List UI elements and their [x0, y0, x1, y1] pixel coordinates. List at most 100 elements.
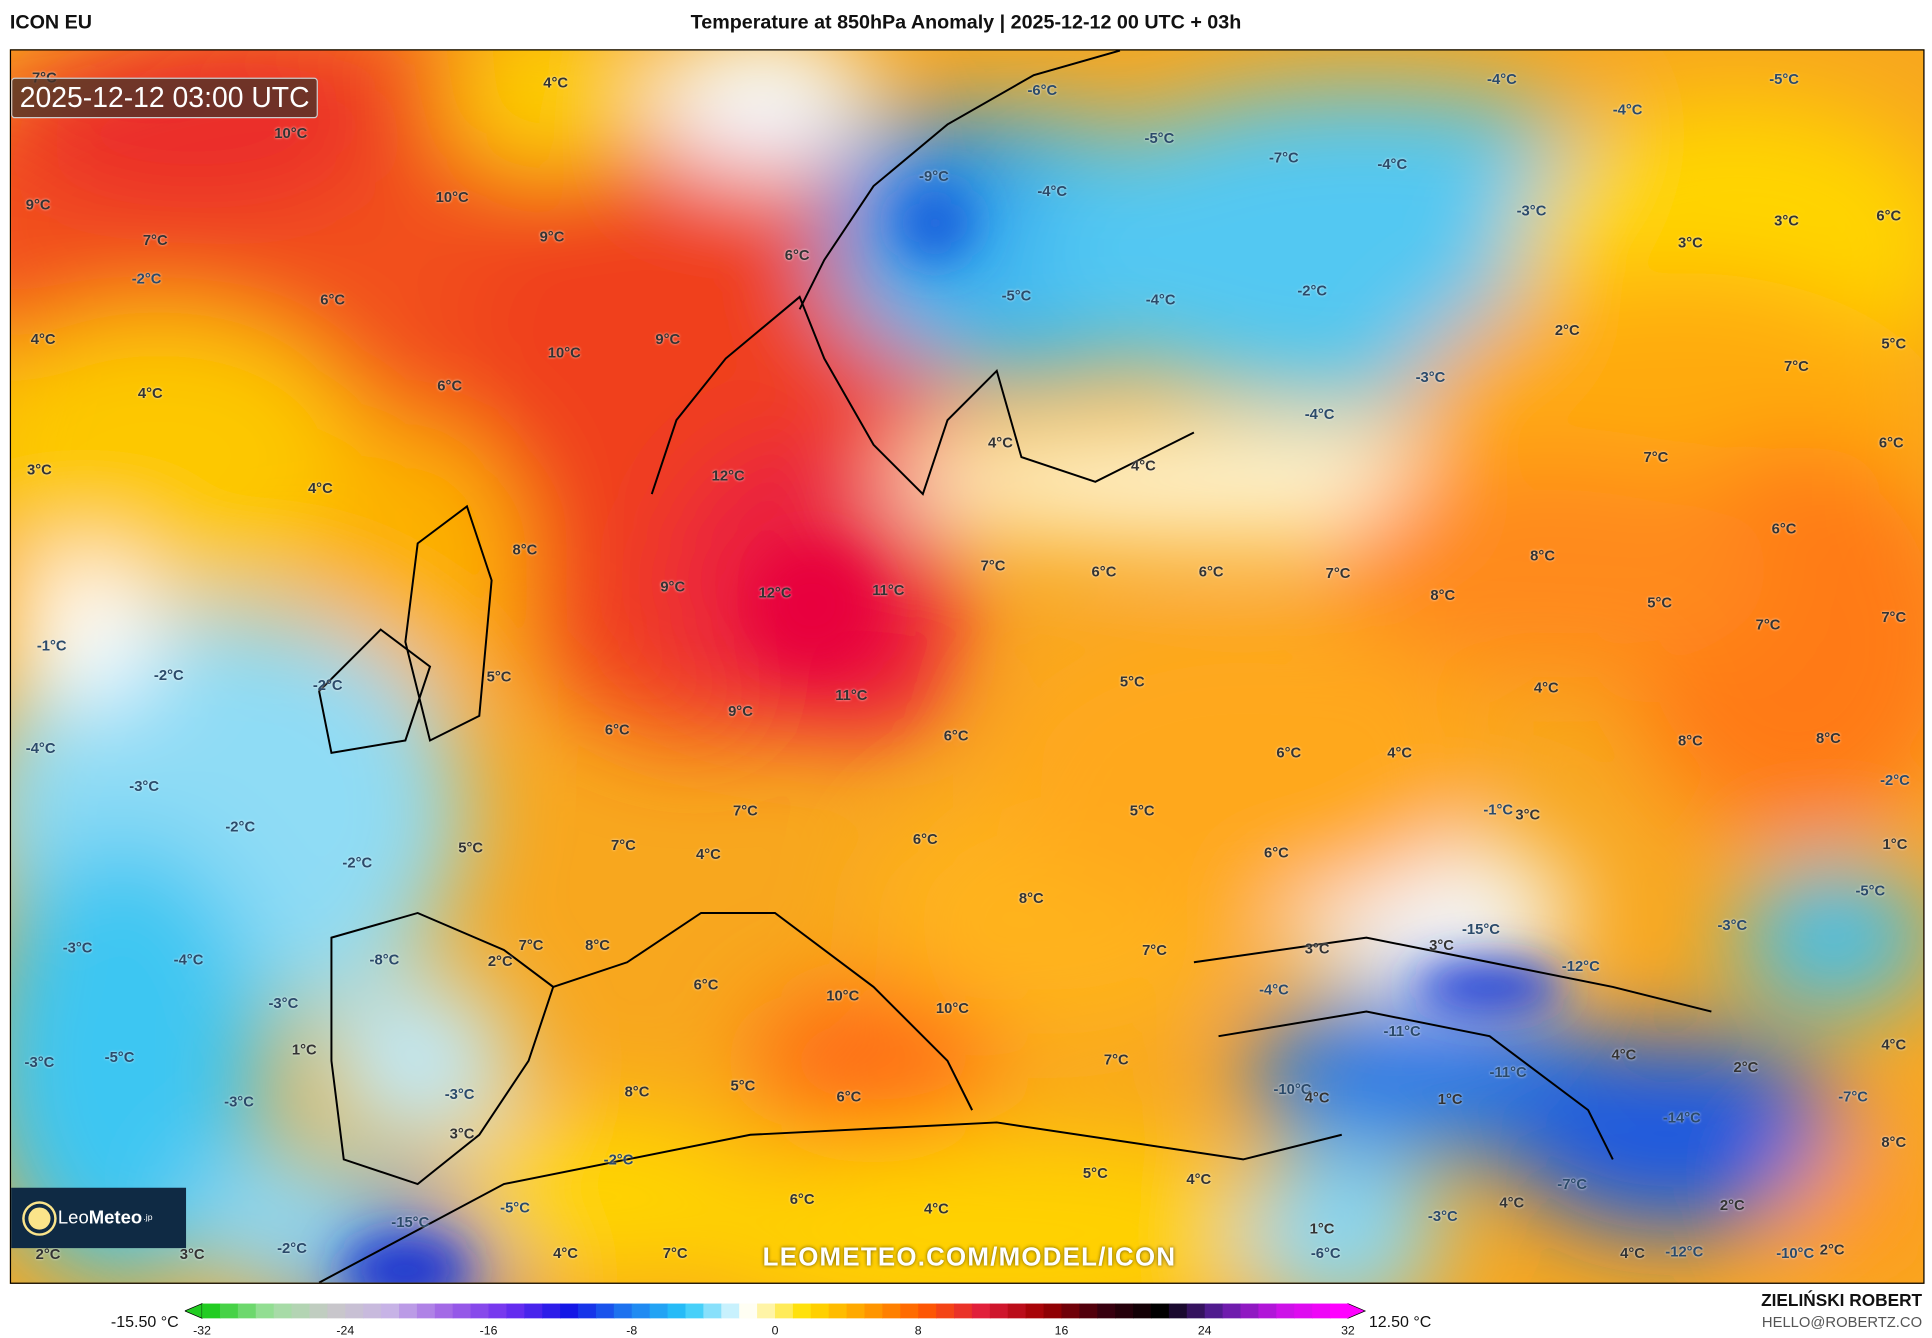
- temperature-label: -3°C: [1415, 368, 1446, 386]
- watermark: LEOMETEO.COM/MODEL/ICON: [762, 1243, 1177, 1272]
- colorbar-segment: [560, 1303, 579, 1319]
- temperature-label: 7°C: [1881, 608, 1907, 626]
- temperature-label: 3°C: [1678, 234, 1703, 252]
- temperature-label: -2°C: [312, 676, 343, 694]
- temperature-label: -2°C: [277, 1239, 307, 1257]
- colorbar-segment: [1097, 1303, 1116, 1319]
- colorbar-segment: [309, 1303, 329, 1319]
- colorbar-segment: [1079, 1303, 1098, 1319]
- temperature-label: 12°C: [711, 466, 745, 485]
- temperature-label: 6°C: [912, 830, 938, 848]
- colorbar-segment: [219, 1303, 239, 1319]
- temperature-label: 4°C: [1611, 1046, 1637, 1064]
- colorbar-segment: [685, 1303, 704, 1319]
- temperature-label: 1°C: [291, 1041, 317, 1059]
- colorbar-segment: [882, 1303, 901, 1319]
- colorbar-segment: [703, 1303, 722, 1319]
- anomaly-core: [1415, 962, 1564, 1012]
- anomaly-region: [442, 50, 665, 174]
- anomaly-core: [898, 186, 973, 260]
- temperature-label: -15°C: [391, 1213, 430, 1231]
- colorbar-segment: [1240, 1303, 1260, 1319]
- colorbar-segment: [1222, 1303, 1242, 1319]
- temperature-label: 4°C: [1499, 1193, 1525, 1212]
- temperature-label: 7°C: [1755, 616, 1781, 634]
- temperature-label: 6°C: [437, 377, 463, 395]
- colorbar-segment: [452, 1303, 472, 1319]
- colorbar-min-extend: [184, 1303, 203, 1319]
- colorbar-segment: [900, 1303, 919, 1319]
- temperature-label: -2°C: [153, 666, 184, 684]
- temperature-label: 8°C: [512, 540, 538, 559]
- temperature-label: -10°C: [1273, 1080, 1312, 1098]
- temperature-label: -1°C: [1483, 800, 1514, 819]
- temperature-label: 3°C: [1429, 936, 1454, 954]
- temperature-label: -5°C: [104, 1048, 135, 1066]
- colorbar-segment: [971, 1303, 991, 1319]
- temperature-label: -4°C: [1037, 182, 1068, 200]
- anomaly-region: [183, 1147, 381, 1283]
- coastline: [1193, 936, 1712, 1013]
- anomaly-region: [11, 309, 369, 605]
- model-name: ICON EU: [9, 12, 93, 34]
- colorbar-segment: [345, 1303, 364, 1319]
- temperature-label: 6°C: [1276, 744, 1302, 762]
- temperature-label: 6°C: [789, 1190, 815, 1208]
- colorbar-segment: [1276, 1303, 1295, 1319]
- colorbar-tick-label: -16: [479, 1324, 498, 1338]
- colorbar-tick-label: -24: [336, 1324, 355, 1338]
- temperature-label: 10°C: [826, 986, 860, 1005]
- temperature-label: 7°C: [1643, 448, 1669, 466]
- temperature-label: 6°C: [1264, 843, 1289, 862]
- logo-text-b: Meteo: [88, 1207, 143, 1229]
- anomaly-core: [343, 1239, 467, 1283]
- colorbar-segment: [792, 1303, 812, 1319]
- author-email[interactable]: HELLO@ROBERTZ.CO: [1761, 1313, 1923, 1331]
- colorbar-segment: [1043, 1303, 1063, 1319]
- colorbar-tick-label: 8: [914, 1324, 922, 1338]
- colorbar-segment: [1186, 1303, 1206, 1319]
- leometeo-logo[interactable]: Leo Meteo .jp: [11, 1187, 187, 1249]
- temperature-label: -4°C: [1145, 290, 1176, 309]
- colorbar-tick-label: 16: [1054, 1324, 1069, 1338]
- temperature-label: -7°C: [1268, 149, 1299, 167]
- anomaly-region: [651, 50, 874, 174]
- temperature-label: -3°C: [268, 994, 299, 1012]
- author-credit: ZIELIŃSKI ROBERT HELLO@ROBERTZ.CO: [1761, 1290, 1922, 1331]
- temperature-label: 9°C: [660, 577, 686, 596]
- colorbar-tick-label: 0: [771, 1324, 779, 1338]
- temperature-label: 4°C: [1186, 1170, 1212, 1188]
- colorbar-segment: [1258, 1303, 1277, 1319]
- temperature-label: 1°C: [1437, 1090, 1463, 1108]
- temperature-anomaly-map[interactable]: 4°C -6°C -5°C -7°C -4°C -4°C -5°C -4°C 7°C 10°C 9°…: [9, 49, 1925, 1284]
- colorbar-segment: [810, 1303, 830, 1319]
- temperature-label: 4°C: [137, 384, 163, 402]
- anomaly-region: [1243, 1147, 1441, 1283]
- colorbar-segment: [1330, 1303, 1349, 1319]
- temperature-label: 3°C: [27, 460, 52, 479]
- temperature-label: 7°C: [1142, 941, 1167, 959]
- colorbar-segment: [1312, 1303, 1331, 1319]
- temperature-label: 5°C: [730, 1076, 756, 1095]
- temperature-label: 8°C: [585, 936, 610, 954]
- temperature-label: 4°C: [553, 1244, 578, 1262]
- temperature-label: -5°C: [1144, 129, 1175, 147]
- temperature-label: -6°C: [1027, 81, 1058, 99]
- temperature-label: 4°C: [543, 73, 569, 92]
- logo-suffix: .jp: [143, 1213, 153, 1223]
- temperature-label: -4°C: [1304, 405, 1335, 423]
- temperature-label: 5°C: [1119, 672, 1145, 690]
- colorbar-segment: [613, 1303, 633, 1319]
- temperature-label: 5°C: [1881, 335, 1907, 353]
- temperature-label: 6°C: [784, 246, 810, 264]
- coastline: [318, 1121, 1342, 1283]
- temperature-label: 7°C: [733, 802, 758, 820]
- anomaly-region: [319, 974, 517, 1148]
- temperature-label: -3°C: [1717, 916, 1748, 934]
- colorbar-segment: [1007, 1303, 1027, 1319]
- temperature-label: -3°C: [62, 938, 93, 957]
- temperature-label: 7°C: [142, 231, 168, 249]
- author-name: ZIELIŃSKI ROBERT: [1761, 1290, 1923, 1310]
- temperature-label: 2°C: [1719, 1196, 1745, 1214]
- temperature-label: 5°C: [486, 667, 512, 686]
